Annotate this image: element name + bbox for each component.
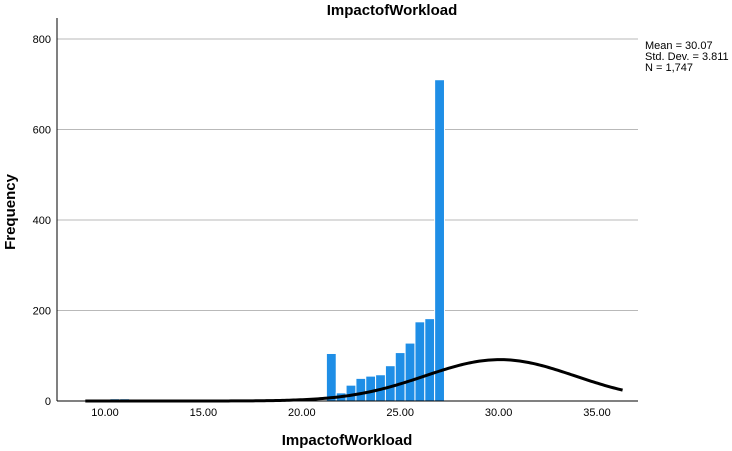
normal-curve-layer — [85, 358, 623, 403]
histogram-bar-9 — [394, 352, 406, 402]
y-tick-label: 800 — [33, 34, 51, 46]
histogram-bar-13 — [434, 79, 445, 402]
y-tick-label: 200 — [33, 306, 51, 318]
x-tick-label: 10.00 — [91, 407, 119, 419]
stat-n: N = 1,747 — [645, 62, 693, 74]
histogram-bar-2 — [325, 352, 337, 402]
y-tick-label: 400 — [33, 215, 51, 227]
histogram-bar-12 — [424, 318, 436, 402]
x-axis-label: ImpactofWorkload — [282, 432, 413, 449]
stats-box: Mean = 30.07 Std. Dev. = 3.811 N = 1,747 — [645, 40, 729, 74]
histogram-bar-6 — [365, 375, 377, 402]
histogram-bar-11 — [414, 321, 426, 402]
stat-mean: Mean = 30.07 — [645, 40, 713, 52]
histogram-bar-8 — [384, 365, 396, 402]
normal-curve — [85, 358, 623, 403]
chart-title: ImpactofWorkload — [327, 2, 458, 19]
y-tick-label: 600 — [33, 125, 51, 137]
grid-lines — [57, 38, 638, 311]
y-tick-label: 0 — [45, 396, 51, 408]
axes — [56, 18, 638, 402]
x-tick-label: 25.00 — [386, 407, 414, 419]
histogram-bars — [109, 79, 445, 402]
x-tick-label: 20.00 — [288, 407, 316, 419]
x-tick-label: 35.00 — [583, 407, 611, 419]
histogram-bar-5 — [355, 377, 367, 402]
histogram-bar-4 — [345, 384, 357, 402]
stat-std-dev: Std. Dev. = 3.811 — [645, 51, 729, 63]
y-axis-label: Frequency — [2, 173, 19, 250]
x-tick-label: 15.00 — [190, 407, 218, 419]
tick-labels: 10.00 15.00 20.00 25.00 30.00 35.00 0 200 400 600… — [33, 34, 611, 419]
histogram-bar-10 — [404, 342, 416, 402]
x-tick-label: 30.00 — [485, 407, 513, 419]
